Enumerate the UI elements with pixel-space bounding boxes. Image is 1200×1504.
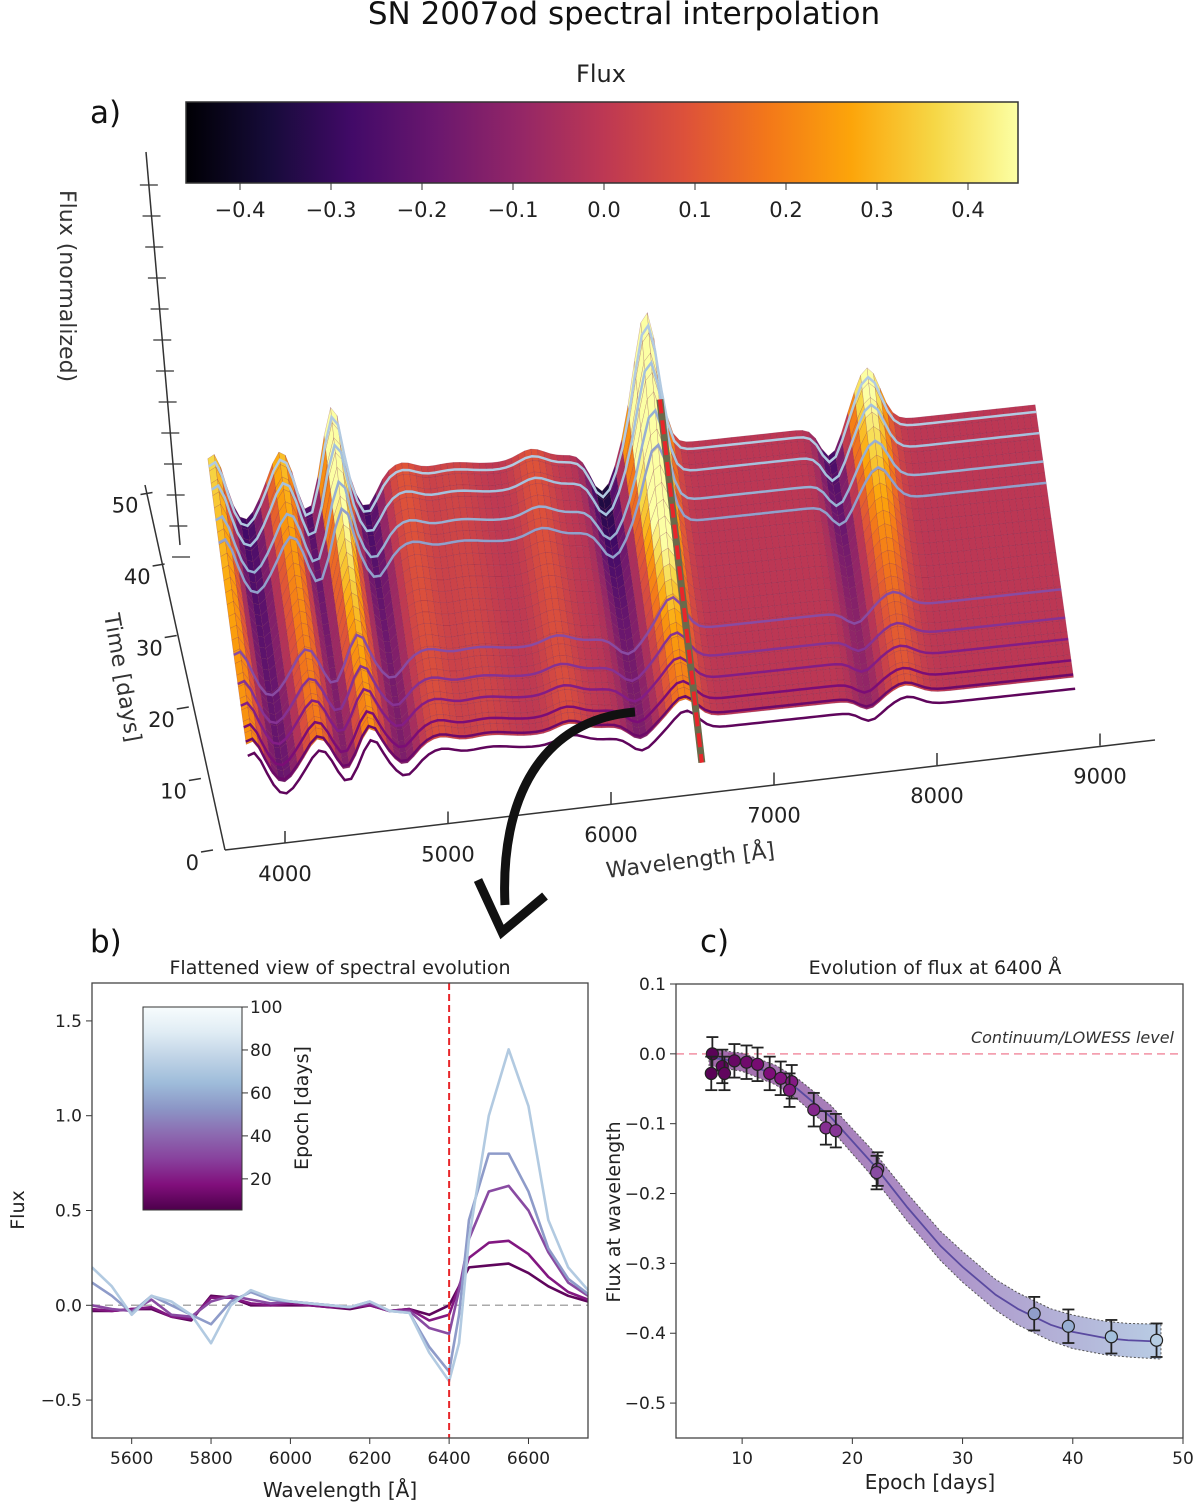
surface-patch (1046, 529, 1055, 543)
x-tick-label: 5800 (189, 1449, 232, 1469)
panel-b-chart: Flattened view of spectral evolution Wav… (7, 957, 589, 1502)
data-point (774, 1071, 788, 1085)
colorbar-a-label: Flux (576, 60, 626, 88)
data-point (1027, 1307, 1041, 1321)
epoch-colorbar-tick-label: 20 (250, 1170, 272, 1190)
data-point (785, 1075, 799, 1089)
y-tick-label: −0.5 (625, 1394, 666, 1414)
colorbar-tick-label: −0.3 (306, 198, 357, 222)
y-tick-label: −0.3 (625, 1254, 666, 1274)
surface-patch (1033, 438, 1042, 452)
wavelength-tick-label: 7000 (747, 804, 800, 828)
panel-b-ylabel: Flux (7, 1190, 29, 1230)
data-point (705, 1047, 719, 1061)
y-tick-label: 0.0 (639, 1045, 666, 1065)
epoch-colorbar-tick-label: 40 (250, 1127, 272, 1147)
surface-patch (1047, 540, 1057, 554)
data-point (727, 1054, 742, 1068)
figure-title: SN 2007od spectral interpolation (367, 0, 881, 32)
wavelength-tick-label: 9000 (1073, 765, 1126, 789)
colorbar-tick-label: 0.3 (860, 198, 893, 222)
surface-patch (1049, 552, 1058, 565)
epoch-colorbar-tick-label: 60 (250, 1084, 272, 1104)
fit-line (708, 1056, 1161, 1343)
data-point (717, 1066, 732, 1081)
y-tick-label: 0.1 (639, 975, 666, 995)
panel-c-frame (675, 983, 1184, 1439)
panel-c-title: Evolution of flux at 6400 Å (809, 956, 1062, 979)
x-tick-label: 6000 (269, 1449, 312, 1469)
y-tick-label: −0.2 (625, 1185, 666, 1205)
surface-patch (1041, 495, 1050, 508)
y-tick-label: 0.0 (55, 1296, 82, 1316)
data-point (739, 1055, 754, 1069)
x-tick-label: 6600 (507, 1449, 550, 1469)
colorbar-tick-label: 0.0 (587, 198, 620, 222)
surface-patch (1030, 415, 1039, 429)
x-tick-label: 50 (1172, 1449, 1194, 1469)
data-point (1104, 1330, 1118, 1344)
x-tick-label: 6400 (427, 1449, 470, 1469)
y-tick-label: 0.5 (55, 1202, 82, 1222)
y-tick-label: 1.0 (55, 1107, 82, 1127)
data-point (829, 1124, 843, 1138)
x-tick-label: 40 (1062, 1449, 1084, 1469)
colorbar-tick-label: 0.1 (678, 198, 711, 222)
x-tick-label: 10 (731, 1449, 753, 1469)
x-tick-label: 30 (952, 1449, 974, 1469)
surface-patch (1058, 620, 1068, 633)
x-tick-label: 20 (842, 1449, 864, 1469)
epoch-colorbar-tick-label: 100 (250, 998, 282, 1018)
y-tick-label: −0.1 (625, 1115, 666, 1135)
x-tick-label: 5600 (110, 1449, 153, 1469)
epoch-colorbar-tick-label: 80 (250, 1041, 272, 1061)
surface-patch (1044, 518, 1054, 531)
data-point (1061, 1319, 1075, 1333)
surface-patch (1062, 643, 1071, 656)
panel-c-xlabel: Epoch [days] (865, 1470, 995, 1494)
surface-patch (1039, 483, 1049, 497)
data-point (782, 1083, 797, 1097)
colorbar-tick-label: −0.2 (397, 198, 448, 222)
panel-a-3d-surface: Flux −0.4 −0.3 −0.2 −0.1 0.0 0.1 0.2 0.3 0.4 400… (54, 60, 1156, 940)
continuum-label: Continuum/LOWESS level (971, 1028, 1175, 1047)
surface-patch (1042, 506, 1052, 520)
fit-uncertainty-band (708, 1048, 1162, 1360)
colorbar-a (185, 101, 1019, 184)
y-tick-label: −0.5 (41, 1391, 82, 1411)
panel-b-xlabel: Wavelength [Å] (263, 1478, 417, 1502)
colorbar-tick-label: 0.2 (769, 198, 802, 222)
colorbar-tick-label: −0.4 (215, 198, 266, 222)
colorbar-tick-label: 0.4 (951, 198, 984, 222)
colorbar-tick-label: −0.1 (488, 198, 539, 222)
panel-label-b: b) (90, 924, 122, 960)
data-point (750, 1057, 765, 1071)
data-point (869, 1165, 884, 1180)
y-tick-label: −0.4 (625, 1324, 666, 1344)
surface-patch (1054, 586, 1063, 599)
data-point (819, 1121, 833, 1135)
y-tick-label: 1.5 (55, 1012, 82, 1032)
panel-c-ylabel: Flux at wavelength (603, 1121, 625, 1302)
x-tick-label: 6200 (348, 1449, 391, 1469)
panel-b-title: Flattened view of spectral evolution (169, 957, 510, 979)
surface-patch (1055, 597, 1065, 611)
panel-label-a: a) (90, 95, 122, 131)
epoch-colorbar (142, 1006, 243, 1211)
data-point (704, 1066, 718, 1081)
surface-patch (1050, 563, 1060, 577)
epoch-colorbar-label: Epoch [days] (291, 1046, 313, 1170)
panel-label-c: c) (700, 924, 730, 960)
data-point (1149, 1333, 1164, 1347)
surface-patch (1052, 574, 1062, 588)
data-point (807, 1103, 821, 1117)
data-point (763, 1066, 777, 1081)
data-point (715, 1059, 729, 1074)
wavelength-tick-label: 8000 (910, 784, 963, 808)
data-point (871, 1162, 885, 1176)
